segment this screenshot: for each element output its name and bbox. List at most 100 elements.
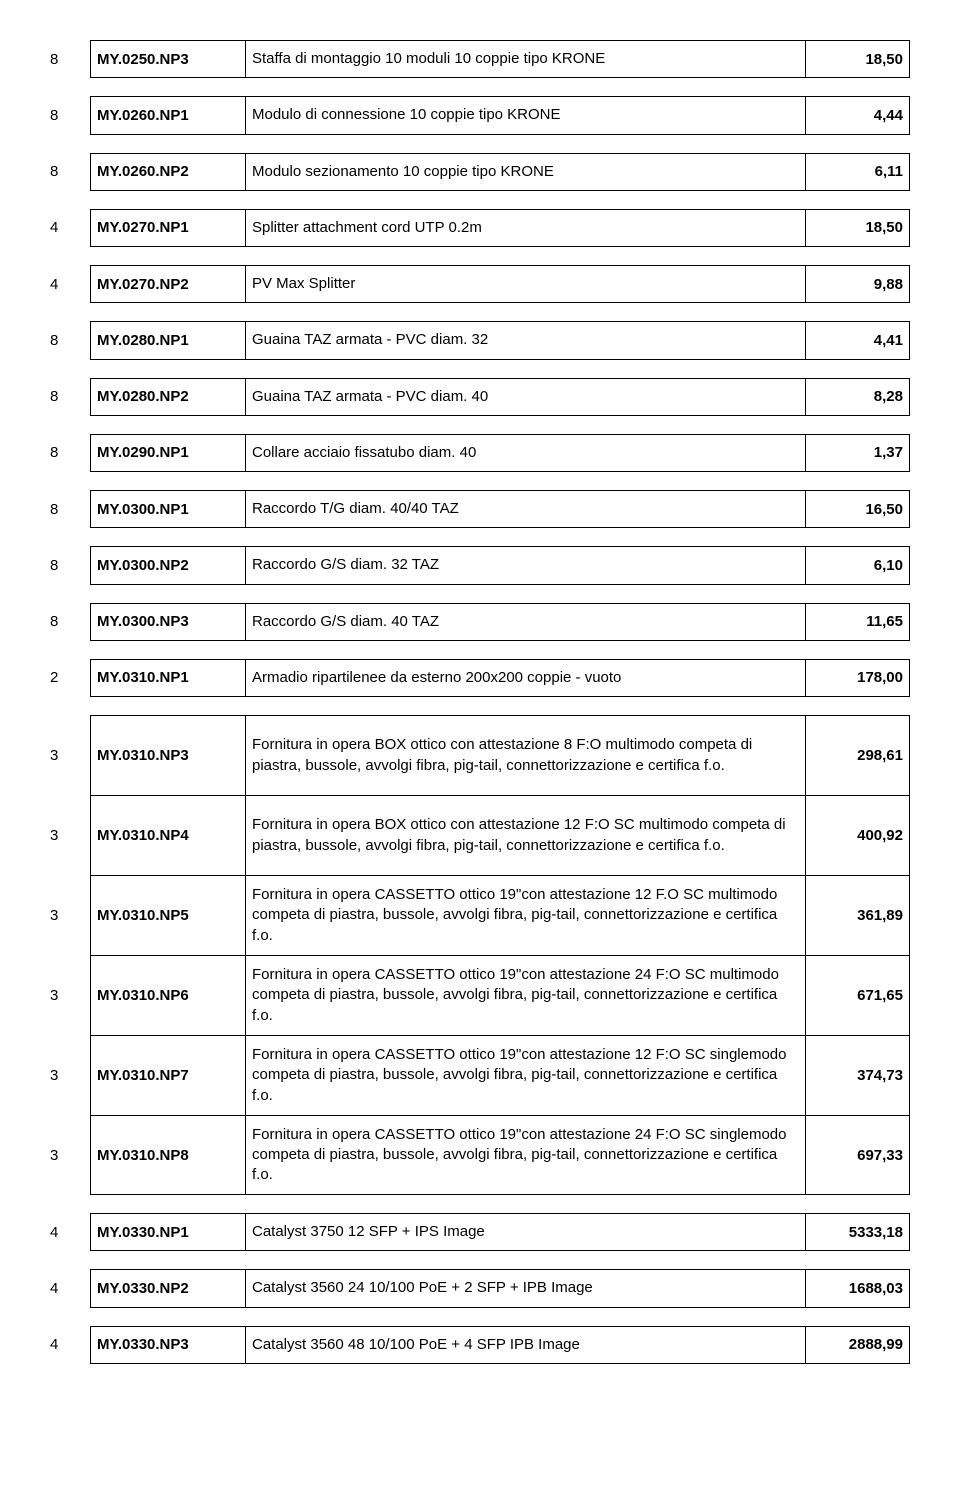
row-number: 3: [50, 1035, 90, 1115]
table-row: 8MY.0250.NP3Staffa di montaggio 10 modul…: [50, 40, 910, 78]
row-number: 4: [50, 1269, 90, 1307]
row-number: 8: [50, 96, 90, 134]
product-description: Catalyst 3750 12 SFP + IPS Image: [245, 1213, 805, 1251]
product-code: MY.0310.NP1: [90, 659, 245, 697]
row-number: 8: [50, 321, 90, 359]
product-code: MY.0300.NP3: [90, 603, 245, 641]
product-code: MY.0330.NP3: [90, 1326, 245, 1364]
table-row: 4MY.0330.NP3Catalyst 3560 48 10/100 PoE …: [50, 1326, 910, 1364]
product-description: Guaina TAZ armata - PVC diam. 32: [245, 321, 805, 359]
row-number: 4: [50, 209, 90, 247]
product-price: 671,65: [805, 955, 910, 1035]
table-row: 8MY.0280.NP1Guaina TAZ armata - PVC diam…: [50, 321, 910, 359]
product-price: 8,28: [805, 378, 910, 416]
product-code: MY.0280.NP1: [90, 321, 245, 359]
table-row: 3MY.0310.NP7Fornitura in opera CASSETTO …: [50, 1035, 910, 1115]
product-price: 9,88: [805, 265, 910, 303]
product-description: Staffa di montaggio 10 moduli 10 coppie …: [245, 40, 805, 78]
product-code: MY.0300.NP2: [90, 546, 245, 584]
product-price: 5333,18: [805, 1213, 910, 1251]
product-price: 6,11: [805, 153, 910, 191]
table-row: 8MY.0300.NP3Raccordo G/S diam. 40 TAZ11,…: [50, 603, 910, 641]
row-number: 8: [50, 434, 90, 472]
product-price: 4,41: [805, 321, 910, 359]
table-row: 3MY.0310.NP3Fornitura in opera BOX ottic…: [50, 715, 910, 795]
row-number: 8: [50, 153, 90, 191]
product-description: Fornitura in opera BOX ottico con attest…: [245, 795, 805, 875]
product-description: Fornitura in opera CASSETTO ottico 19"co…: [245, 955, 805, 1035]
table-row: 3MY.0310.NP8Fornitura in opera CASSETTO …: [50, 1115, 910, 1195]
product-price: 374,73: [805, 1035, 910, 1115]
product-description: Raccordo T/G diam. 40/40 TAZ: [245, 490, 805, 528]
product-description: Raccordo G/S diam. 40 TAZ: [245, 603, 805, 641]
product-description: Catalyst 3560 48 10/100 PoE + 4 SFP IPB …: [245, 1326, 805, 1364]
table-row: 8MY.0290.NP1Collare acciaio fissatubo di…: [50, 434, 910, 472]
product-price: 361,89: [805, 875, 910, 955]
row-number: 3: [50, 1115, 90, 1195]
table-row: 2MY.0310.NP1Armadio ripartilenee da este…: [50, 659, 910, 697]
row-number: 8: [50, 490, 90, 528]
table-row: 4MY.0270.NP1Splitter attachment cord UTP…: [50, 209, 910, 247]
product-code: MY.0270.NP2: [90, 265, 245, 303]
product-code: MY.0310.NP5: [90, 875, 245, 955]
product-description: Fornitura in opera CASSETTO ottico 19"co…: [245, 1035, 805, 1115]
product-description: Collare acciaio fissatubo diam. 40: [245, 434, 805, 472]
row-number: 8: [50, 603, 90, 641]
table-row: 8MY.0300.NP2Raccordo G/S diam. 32 TAZ6,1…: [50, 546, 910, 584]
row-number: 3: [50, 955, 90, 1035]
row-number: 3: [50, 715, 90, 795]
table-row: 3MY.0310.NP4Fornitura in opera BOX ottic…: [50, 795, 910, 875]
product-code: MY.0270.NP1: [90, 209, 245, 247]
product-price: 16,50: [805, 490, 910, 528]
row-number: 4: [50, 265, 90, 303]
product-description: Fornitura in opera CASSETTO ottico 19"co…: [245, 875, 805, 955]
product-price: 697,33: [805, 1115, 910, 1195]
row-number: 8: [50, 40, 90, 78]
row-number: 3: [50, 875, 90, 955]
product-code: MY.0310.NP3: [90, 715, 245, 795]
product-description: Armadio ripartilenee da esterno 200x200 …: [245, 659, 805, 697]
product-description: Modulo sezionamento 10 coppie tipo KRONE: [245, 153, 805, 191]
product-code: MY.0300.NP1: [90, 490, 245, 528]
product-code: MY.0310.NP4: [90, 795, 245, 875]
product-price: 18,50: [805, 209, 910, 247]
product-price: 18,50: [805, 40, 910, 78]
product-code: MY.0310.NP7: [90, 1035, 245, 1115]
row-number: 3: [50, 795, 90, 875]
product-price: 1,37: [805, 434, 910, 472]
product-description: Catalyst 3560 24 10/100 PoE + 2 SFP + IP…: [245, 1269, 805, 1307]
product-code: MY.0280.NP2: [90, 378, 245, 416]
table-row: 4MY.0330.NP2Catalyst 3560 24 10/100 PoE …: [50, 1269, 910, 1307]
product-description: Splitter attachment cord UTP 0.2m: [245, 209, 805, 247]
product-description: Guaina TAZ armata - PVC diam. 40: [245, 378, 805, 416]
row-number: 4: [50, 1213, 90, 1251]
table-row: 3MY.0310.NP5Fornitura in opera CASSETTO …: [50, 875, 910, 955]
row-number: 8: [50, 378, 90, 416]
product-code: MY.0310.NP6: [90, 955, 245, 1035]
product-code: MY.0310.NP8: [90, 1115, 245, 1195]
product-price: 6,10: [805, 546, 910, 584]
product-price: 1688,03: [805, 1269, 910, 1307]
row-number: 8: [50, 546, 90, 584]
product-code: MY.0250.NP3: [90, 40, 245, 78]
product-description: Fornitura in opera CASSETTO ottico 19"co…: [245, 1115, 805, 1195]
product-code: MY.0330.NP1: [90, 1213, 245, 1251]
table-row: 4MY.0330.NP1Catalyst 3750 12 SFP + IPS I…: [50, 1213, 910, 1251]
product-code: MY.0330.NP2: [90, 1269, 245, 1307]
product-description: Fornitura in opera BOX ottico con attest…: [245, 715, 805, 795]
product-price: 178,00: [805, 659, 910, 697]
product-price: 11,65: [805, 603, 910, 641]
table-row: 4MY.0270.NP2PV Max Splitter9,88: [50, 265, 910, 303]
product-description: Modulo di connessione 10 coppie tipo KRO…: [245, 96, 805, 134]
product-description: PV Max Splitter: [245, 265, 805, 303]
product-code: MY.0260.NP1: [90, 96, 245, 134]
product-code: MY.0260.NP2: [90, 153, 245, 191]
row-number: 2: [50, 659, 90, 697]
product-code: MY.0290.NP1: [90, 434, 245, 472]
table-row: 8MY.0300.NP1Raccordo T/G diam. 40/40 TAZ…: [50, 490, 910, 528]
table-row: 8MY.0260.NP1Modulo di connessione 10 cop…: [50, 96, 910, 134]
table-row: 3MY.0310.NP6Fornitura in opera CASSETTO …: [50, 955, 910, 1035]
product-price: 400,92: [805, 795, 910, 875]
product-price: 2888,99: [805, 1326, 910, 1364]
product-price: 298,61: [805, 715, 910, 795]
